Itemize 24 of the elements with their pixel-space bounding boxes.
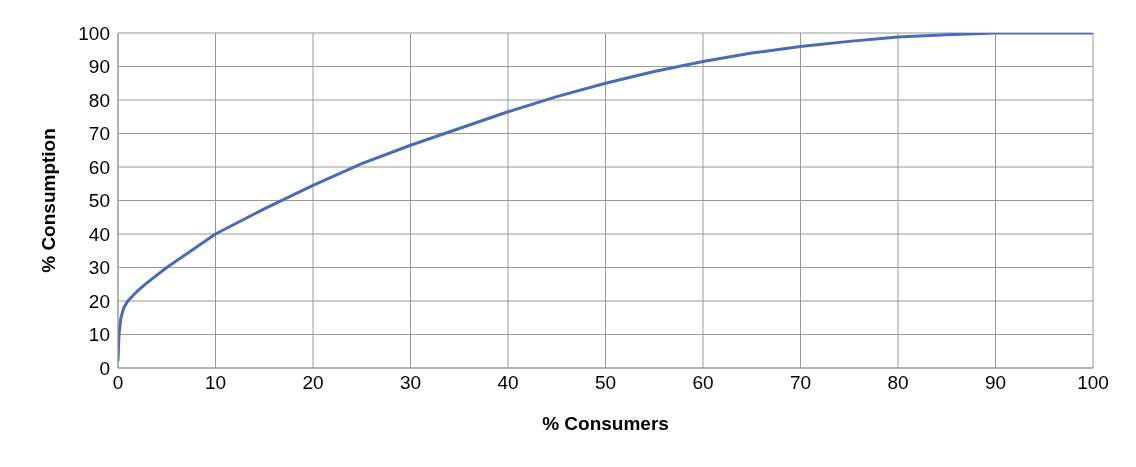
y-tick-label: 40	[88, 223, 110, 245]
y-tick-label: 20	[88, 290, 110, 312]
x-tick-label: 80	[887, 372, 909, 394]
y-axis-title: % Consumption	[37, 128, 59, 273]
x-tick-label: 30	[399, 372, 422, 394]
y-tick-label: 0	[99, 357, 110, 379]
x-tick-label: 90	[984, 372, 1007, 394]
y-tick-label: 50	[88, 190, 110, 212]
x-tick-label: 0	[112, 372, 124, 394]
x-axis-title: % Consumers	[542, 413, 669, 434]
x-tick-label: 40	[497, 372, 519, 394]
x-tick-label: 50	[594, 372, 617, 394]
y-tick-label: 60	[88, 156, 110, 178]
y-tick-label: 70	[88, 123, 110, 145]
y-tick-label: 90	[88, 56, 110, 78]
y-tick-label: 30	[88, 257, 110, 279]
x-tick-label: 70	[789, 372, 812, 394]
x-tick-label: 20	[302, 372, 324, 394]
x-tick-label: 100	[1077, 372, 1109, 394]
y-tick-label: 100	[78, 22, 110, 44]
y-tick-label: 10	[88, 324, 110, 346]
y-tick-label: 80	[88, 89, 110, 111]
x-tick-label: 60	[692, 372, 714, 394]
x-tick-label: 10	[204, 372, 227, 394]
